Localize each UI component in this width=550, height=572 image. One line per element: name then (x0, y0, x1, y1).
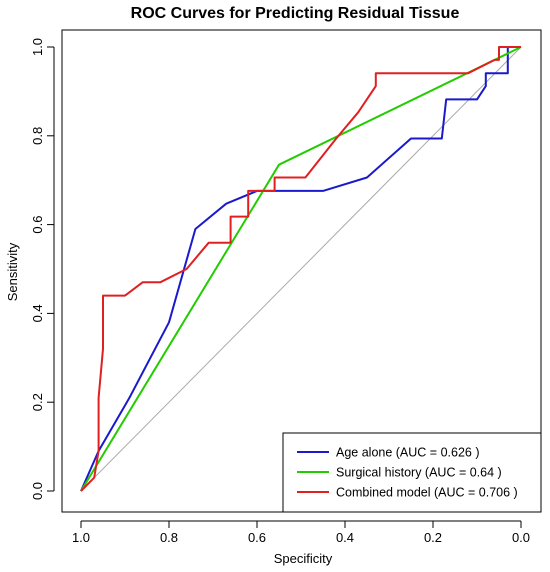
x-tick-label: 0.8 (160, 530, 178, 545)
y-tick-label: 0.0 (30, 482, 45, 500)
diagonal-reference-line (80, 46, 522, 492)
series-layer (80, 46, 522, 492)
x-axis-label: Specificity (274, 551, 333, 566)
x-tick-label: 0.0 (512, 530, 530, 545)
y-axis-label: Sensitivity (5, 242, 20, 301)
x-tick-label: 0.2 (424, 530, 442, 545)
chart-title: ROC Curves for Predicting Residual Tissu… (131, 5, 460, 22)
legend-label-surgical: Surgical history (AUC = 0.64 ) (336, 466, 502, 480)
x-tick-label: 0.4 (336, 530, 354, 545)
series-line-age (80, 46, 521, 492)
y-tick-label: 0.4 (30, 304, 45, 322)
legend-label-combined: Combined model (AUC = 0.706 ) (336, 486, 518, 500)
series-line-surgical (80, 46, 522, 492)
legend: Age alone (AUC = 0.626 ) Surgical histor… (282, 432, 542, 513)
x-tick-label: 1.0 (72, 530, 90, 545)
x-tick-label: 0.6 (248, 530, 266, 545)
series-line-combined (80, 46, 521, 492)
x-axis: 1.0 0.8 0.6 0.4 0.2 0.0 (72, 520, 530, 545)
y-tick-label: 1.0 (30, 38, 45, 56)
y-tick-label: 0.8 (30, 127, 45, 145)
y-tick-label: 0.2 (30, 393, 45, 411)
y-axis: 0.0 0.2 0.4 0.6 0.8 1.0 (30, 38, 55, 500)
y-tick-label: 0.6 (30, 216, 45, 234)
legend-label-age: Age alone (AUC = 0.626 ) (336, 446, 480, 460)
